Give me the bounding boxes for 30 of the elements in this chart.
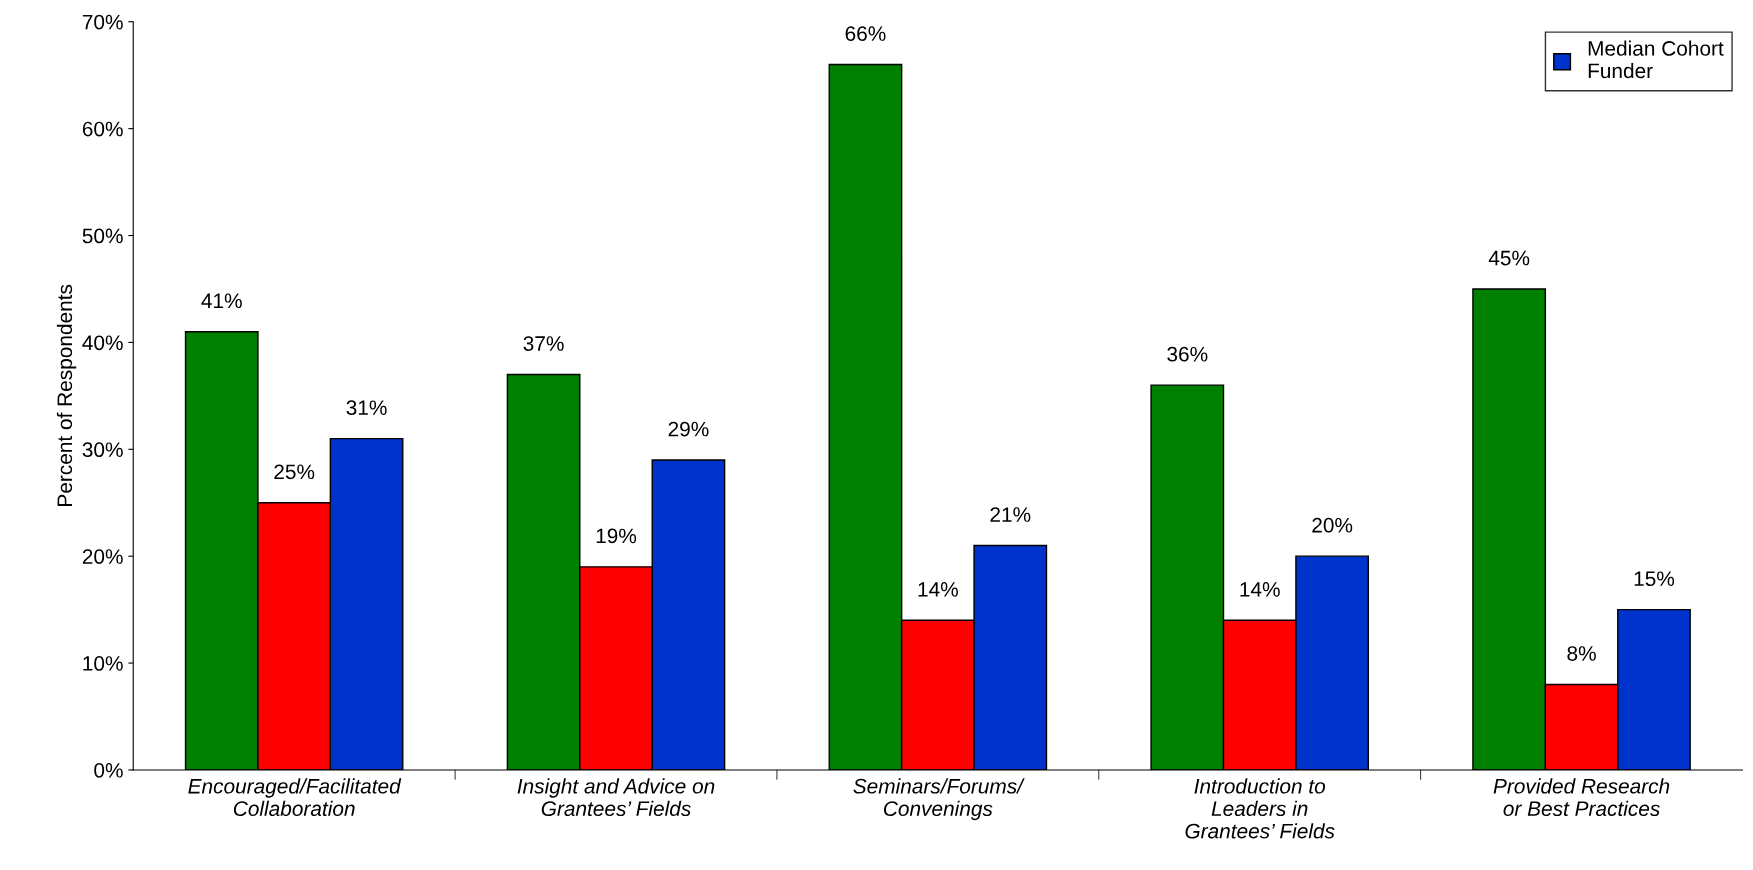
y-tick-label: 40% [82,335,123,351]
data-label: 29% [668,421,709,437]
y-tick-label: 0% [94,762,123,778]
data-label: 21% [990,507,1031,522]
data-label: 19% [596,528,637,544]
data-label: 15% [1634,571,1675,587]
y-tick-label: 60% [82,121,123,137]
y-tick-label: 50% [82,228,123,244]
y-axis-title: Percent of Respondents [56,284,77,506]
legend-label: Median Cohort Funder [1588,40,1724,79]
data-label: 14% [918,582,958,597]
x-tick-label: Seminars/Forums/ Convenings [853,778,1025,821]
data-label: 14% [1240,582,1280,597]
data-label: 37% [523,336,564,351]
y-tick-label: 70% [82,14,123,30]
y-tick-label: 30% [82,442,123,458]
data-label: 20% [1312,517,1353,533]
x-tick-label: Introduction to Leaders in Grantees’ Fields [1185,778,1335,839]
data-label: 8% [1567,646,1596,661]
data-label: 45% [1488,250,1530,266]
x-tick-label: Encouraged/Facilitated Collaboration [188,778,402,817]
data-label: 41% [201,293,242,309]
data-label: 25% [274,464,315,480]
y-tick-label: 10% [83,656,123,671]
data-label: 36% [1167,346,1208,362]
x-tick-label: Provided Research or Best Practices [1493,778,1670,817]
y-tick-label: 20% [82,549,123,564]
x-tick-label: Insight and Advice on Grantees’ Fields [517,778,715,817]
data-label: 31% [346,400,387,416]
data-label: 66% [845,26,886,41]
